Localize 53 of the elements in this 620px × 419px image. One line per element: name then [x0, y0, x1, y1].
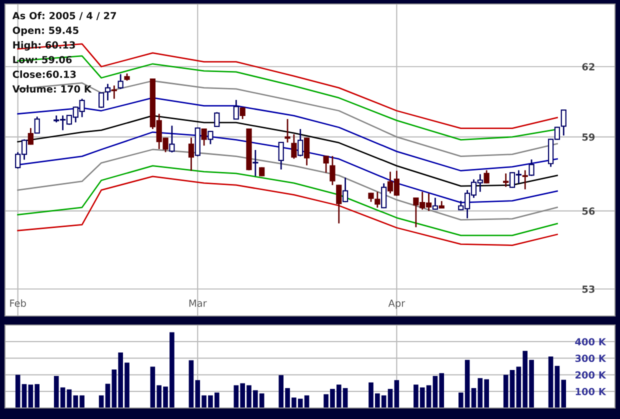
- candlestick: [118, 73, 124, 90]
- y-tick-label: 300 K: [575, 354, 606, 362]
- bar: [548, 356, 554, 408]
- candlestick: [233, 99, 239, 120]
- y-tick-label: 62: [582, 63, 594, 70]
- candlestick: [342, 176, 348, 203]
- annotation: Close:60.13: [12, 70, 76, 78]
- candlestick: [201, 128, 207, 146]
- y-tick-label: 53: [582, 285, 594, 293]
- y-tick-label: 200 K: [575, 371, 606, 379]
- candlestick: [98, 92, 104, 109]
- candlestick: [291, 134, 297, 160]
- y-tick-label: 56: [582, 207, 595, 215]
- candlestick: [252, 149, 258, 177]
- candlestick: [284, 118, 290, 144]
- bar: [105, 384, 110, 408]
- candlestick: [298, 128, 304, 157]
- candlestick: [522, 170, 528, 190]
- candlestick: [528, 158, 534, 177]
- candlestick: [381, 182, 387, 209]
- x-tick-label: Mar: [189, 300, 207, 307]
- line-series: [17, 165, 558, 236]
- candlestick: [111, 84, 117, 100]
- candlestick: [278, 141, 284, 170]
- bar: [394, 380, 400, 408]
- bar: [471, 388, 476, 408]
- candlestick: [323, 155, 329, 174]
- x-tick-label: Apr: [388, 300, 406, 309]
- line-series: [17, 176, 558, 246]
- y-tick-label: 100 K: [576, 388, 606, 396]
- y-tick-label: 400 K: [575, 338, 606, 346]
- candlestick: [304, 136, 310, 166]
- candlestick: [169, 125, 175, 154]
- candlestick: [484, 170, 490, 184]
- annotation: Volume: 170 K: [12, 85, 92, 93]
- y-tick-label: 59: [582, 133, 595, 141]
- line-series: [17, 148, 558, 221]
- candlestick: [188, 136, 194, 172]
- annotation: Open: 59.45: [12, 26, 78, 36]
- candlestick: [28, 127, 34, 146]
- candlestick: [336, 184, 342, 224]
- candlestick: [104, 83, 111, 102]
- x-tick-label: Feb: [10, 299, 26, 307]
- candlestick: [214, 111, 220, 128]
- candlestick: [560, 109, 566, 136]
- line-series: [17, 97, 558, 172]
- candlestick: [330, 155, 336, 186]
- candlestick: [374, 191, 380, 208]
- candlestick: [208, 130, 214, 145]
- line-series: [17, 115, 558, 187]
- candlestick: [503, 172, 509, 188]
- annotation: As Of: 2005 / 4 / 27: [12, 12, 116, 20]
- candlestick: [34, 116, 40, 134]
